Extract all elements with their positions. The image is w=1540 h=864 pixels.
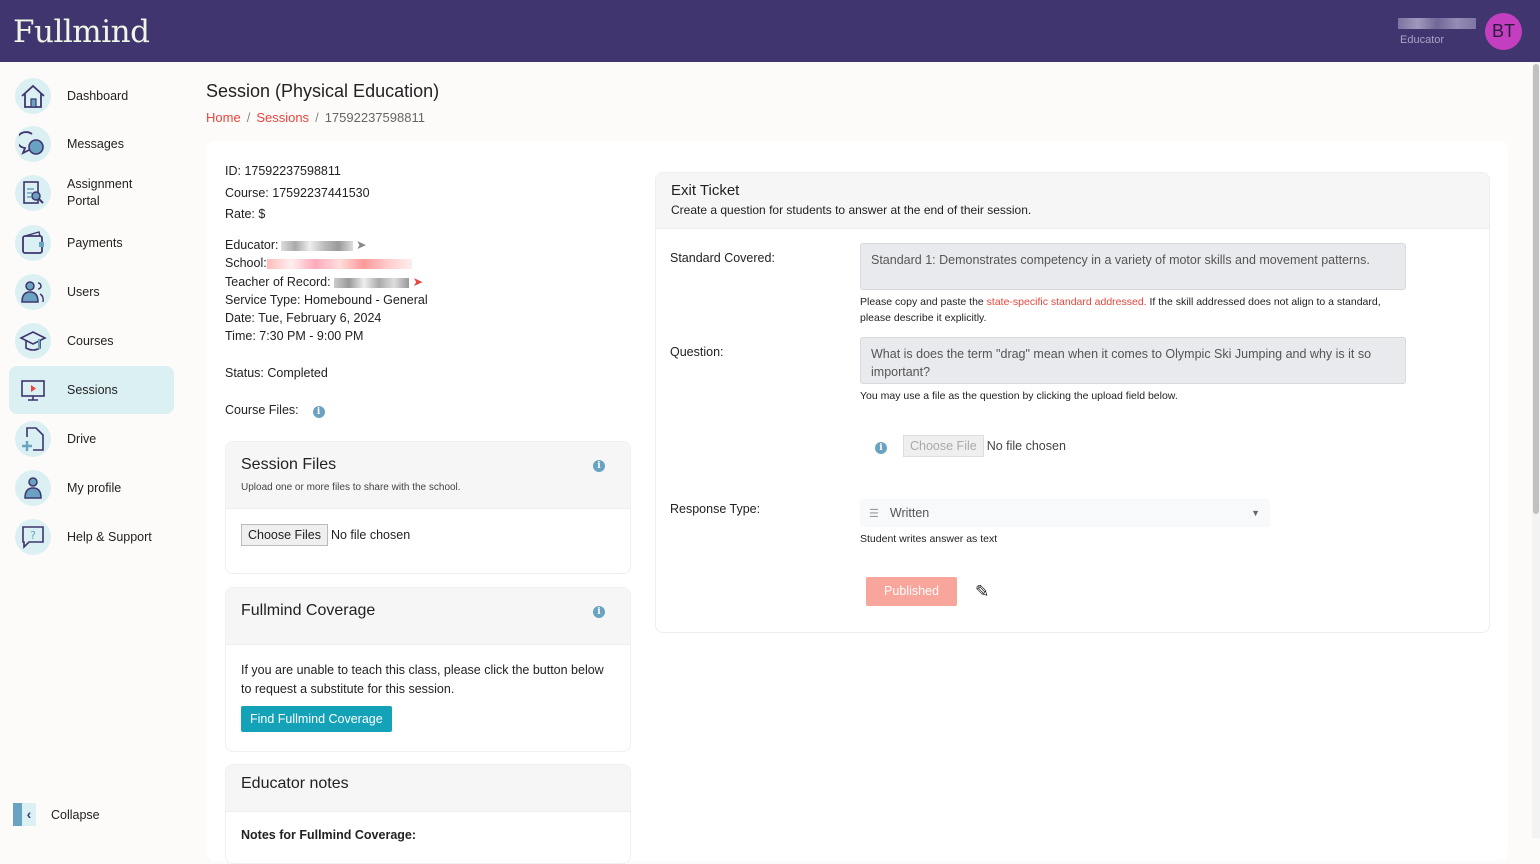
session-date: Date: Tue, February 6, 2024 xyxy=(225,311,382,325)
page-title: Session (Physical Education) xyxy=(206,81,440,101)
send-icon[interactable]: ➤ xyxy=(356,238,367,252)
info-icon[interactable]: i xyxy=(593,606,605,618)
sidebar-item-help-support[interactable]: ? Help & Support xyxy=(9,513,174,561)
session-status: Status: Completed xyxy=(225,366,328,380)
choose-files-button[interactable]: Choose Files xyxy=(241,524,328,546)
question-help: You may use a file as the question by cl… xyxy=(860,390,1178,402)
user-name-redacted xyxy=(1398,18,1476,29)
exit-ticket-panel: Exit Ticket Create a question for studen… xyxy=(655,172,1490,633)
standard-label: Standard Covered: xyxy=(670,251,775,265)
session-id: ID: 17592237598811 xyxy=(225,164,341,178)
question-textarea[interactable]: What is does the term "drag" mean when i… xyxy=(860,337,1406,384)
teacher-of-record: Teacher of Record: ➤ xyxy=(225,275,424,289)
session-files-input[interactable]: Choose Files No file chosen xyxy=(226,509,630,561)
course-files: Course Files: i xyxy=(225,403,325,418)
course-id: Course: 17592237441530 xyxy=(225,186,370,200)
school-name-redacted xyxy=(266,258,412,269)
sidebar-item-dashboard[interactable]: Dashboard xyxy=(9,72,174,120)
coverage-title: Fullmind Coverage xyxy=(241,602,376,619)
choose-file-button[interactable]: Choose File xyxy=(903,435,984,457)
file-plus-icon xyxy=(15,421,51,457)
educator-name-redacted xyxy=(280,240,353,251)
coverage-text: If you are unable to teach this class, p… xyxy=(241,663,604,696)
response-type-help: Student writes answer as text xyxy=(860,533,998,545)
chevron-down-icon: ▼ xyxy=(1251,508,1260,518)
session-files-panel: Session Files Upload one or more files t… xyxy=(225,441,631,574)
graduation-cap-icon xyxy=(15,323,51,359)
school: School: xyxy=(225,256,412,270)
sidebar-item-drive[interactable]: Drive xyxy=(9,415,174,463)
chat-icon xyxy=(15,126,51,162)
educator-notes-panel: Educator notes Notes for Fullmind Covera… xyxy=(225,764,631,864)
state-standard-link[interactable]: state-specific standard addressed. xyxy=(986,296,1147,308)
info-icon[interactable]: i xyxy=(593,460,605,472)
wallet-icon xyxy=(15,225,51,261)
breadcrumb-sessions[interactable]: Sessions xyxy=(256,110,310,125)
sidebar-item-my-profile[interactable]: My profile xyxy=(9,464,174,512)
help-icon: ? xyxy=(15,519,51,555)
published-button[interactable]: Published xyxy=(866,577,957,606)
sidebar-item-assignment-portal[interactable]: Assignment Portal xyxy=(9,169,174,217)
fullmind-logo[interactable]: Fullmind xyxy=(13,14,150,50)
avatar[interactable]: BT xyxy=(1485,13,1522,50)
document-search-icon xyxy=(15,175,51,211)
scrollbar[interactable] xyxy=(1532,62,1540,838)
exit-ticket-title: Exit Ticket xyxy=(671,182,740,199)
users-icon xyxy=(15,274,51,310)
info-icon[interactable]: i xyxy=(875,442,887,454)
home-icon xyxy=(15,78,51,114)
top-bar: Fullmind Educator BT xyxy=(0,0,1540,62)
teacher-name-redacted xyxy=(334,277,410,288)
collapse-button[interactable]: ‹ Collapse xyxy=(13,803,100,826)
user-role: Educator xyxy=(1400,34,1445,46)
file-status: No file chosen xyxy=(986,439,1066,453)
session-files-subtitle: Upload one or more files to share with t… xyxy=(241,482,461,493)
monitor-play-icon xyxy=(15,372,51,408)
service-type: Service Type: Homebound - General xyxy=(225,293,428,307)
info-icon[interactable]: i xyxy=(312,406,325,418)
exit-ticket-subtitle: Create a question for students to answer… xyxy=(671,203,1032,217)
fullmind-coverage-panel: Fullmind Coverage i If you are unable to… xyxy=(225,587,631,752)
file-status: No file chosen xyxy=(330,528,411,542)
breadcrumb-home[interactable]: Home xyxy=(206,110,241,125)
sidebar-item-courses[interactable]: Courses xyxy=(9,317,174,365)
pencil-icon[interactable]: ✎ xyxy=(975,582,990,601)
send-icon[interactable]: ➤ xyxy=(412,275,424,289)
question-label: Question: xyxy=(670,345,724,359)
breadcrumb-current: 17592237598811 xyxy=(324,110,425,125)
session-files-title: Session Files xyxy=(241,456,337,473)
rate: Rate: $ xyxy=(225,207,266,221)
standard-help: Please copy and paste the state-specific… xyxy=(860,296,1381,324)
breadcrumb: Home / Sessions/17592237598811 xyxy=(206,110,425,125)
standard-textarea[interactable]: Standard 1: Demonstrates competency in a… xyxy=(860,243,1406,290)
user-icon xyxy=(15,470,51,506)
response-type-label: Response Type: xyxy=(670,502,761,516)
find-coverage-button[interactable]: Find Fullmind Coverage xyxy=(241,706,392,732)
sidebar: Dashboard Messages Assignment Portal Pay… xyxy=(0,62,190,838)
question-file-input[interactable]: Choose File No file chosen xyxy=(903,435,1066,457)
lines-icon: ☰ xyxy=(869,507,879,520)
sidebar-item-sessions[interactable]: Sessions xyxy=(9,366,174,414)
chevron-left-icon: ‹ xyxy=(13,803,36,826)
notes-title: Educator notes xyxy=(241,775,349,792)
sidebar-item-messages[interactable]: Messages xyxy=(9,120,174,168)
sidebar-item-users[interactable]: Users xyxy=(9,268,174,316)
sidebar-item-payments[interactable]: Payments xyxy=(9,219,174,267)
educator: Educator: ➤ xyxy=(225,238,367,252)
svg-text:?: ? xyxy=(30,529,36,542)
response-type-select[interactable]: ☰ Written ▼ xyxy=(860,499,1270,527)
session-time: Time: 7:30 PM - 9:00 PM xyxy=(225,329,364,343)
